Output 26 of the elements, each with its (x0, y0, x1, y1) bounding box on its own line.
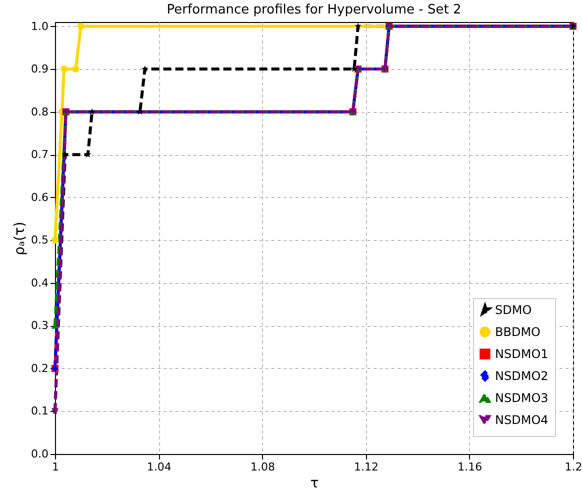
y-tick-label: 0.4 (31, 276, 48, 290)
y-tick-label: 0.3 (31, 319, 48, 332)
x-tick-label: 1.2 (564, 460, 582, 474)
legend-label: NSDMO3 (495, 391, 548, 405)
y-tick-label: 0.5 (31, 234, 48, 247)
legend-label: NSDMO2 (495, 369, 548, 383)
x-tick-label: 1.08 (250, 460, 275, 474)
y-tick-label: 0.0 (31, 448, 48, 460)
y-tick-label: 0.9 (31, 62, 48, 76)
y-tick-label: 0.8 (31, 105, 48, 118)
legend-label: BBDMO (495, 325, 541, 339)
x-tick-label: 1 (52, 460, 59, 474)
y-tick-label: 0.2 (31, 362, 48, 375)
legend-label: NSDMO1 (495, 347, 548, 361)
y-axis-title: ρₐ(τ) (12, 222, 28, 256)
x-tick-label: 1.12 (354, 460, 379, 474)
x-tick-label: 1.04 (146, 460, 172, 474)
legend-label: NSDMO4 (495, 413, 548, 427)
y-tick-label: 0.7 (31, 148, 48, 162)
y-tick-label: 0.6 (31, 190, 48, 204)
x-tick-label: 1.16 (458, 460, 482, 474)
x-axis-title: τ (310, 476, 319, 492)
y-tick-label: 0.1 (31, 404, 48, 418)
chart-title: Performance profiles for Hypervolume - Set 2 (166, 2, 462, 18)
legend-label: SDMO (495, 303, 532, 317)
y-tick-label: 1.0 (31, 20, 48, 33)
